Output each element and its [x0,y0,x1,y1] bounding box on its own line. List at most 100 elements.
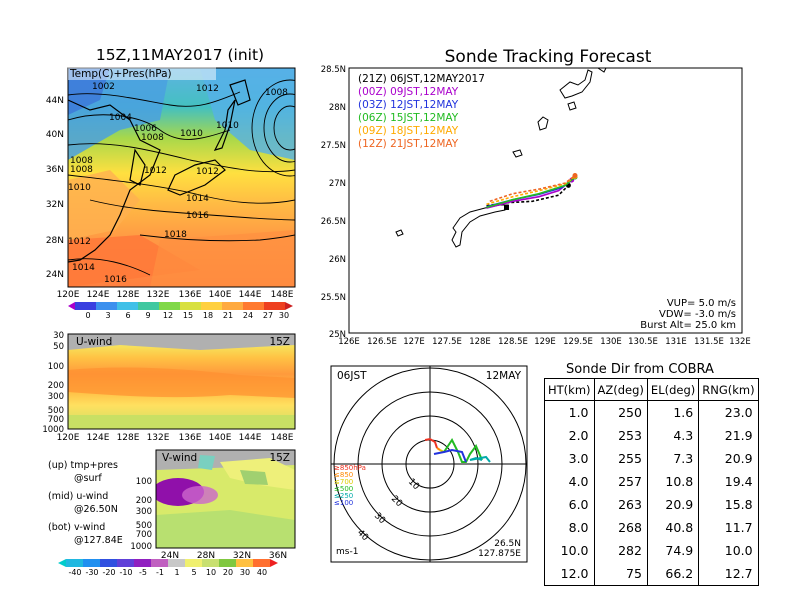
colorbar-tick: 24 [243,311,253,320]
cell-el: 4.3 [646,424,700,447]
cell-el: 7.3 [646,447,700,470]
note-mid: (mid) u-wind [48,491,108,502]
u-pressure-label: 700 [48,415,64,425]
u-wind-panel: U-wind 15Z 30 50 100 200 300 500 700 100… [42,331,296,443]
track-panel: 28.5N 28N 27.5N 27N 26.5N 26N 25.5N 25N … [321,65,751,347]
map-lat-40n: 40N [46,130,64,140]
cell-ht: 10.0 [544,539,595,562]
u-pressure-label: 500 [48,406,64,416]
isobar-label: 1002 [92,82,115,92]
level-legend-entry: ≤850 [334,471,353,479]
track-title: Sonde Tracking Forecast [445,47,652,67]
level-legend-entry: ≤250 [334,492,353,500]
map-lat-36n: 36N [46,165,64,175]
track-lon-label: 131.5E [694,337,724,347]
cell-az: 75 [593,562,648,586]
isobar-labels: 1002 1012 1008 1004 1006 1008 1010 1010 … [68,82,288,285]
wind-colorbar-tick: 10 [206,568,216,577]
cell-rng: 20.9 [698,447,759,470]
colorbar-tick: 21 [223,311,233,320]
track-lon-label: 129E [534,337,556,347]
isobar-label: 1012 [196,167,219,177]
u-lon-label: 136E [179,433,202,443]
hodograph-850-700 [436,447,441,451]
panel-notes: (up) tmp+pres @surf (mid) u-wind @26.50N… [48,460,123,546]
wind-colorbar-tick: -10 [119,568,132,577]
map-lon-label: 140E [209,290,232,300]
table-row: 4.0 257 10.8 19.4 [544,470,759,493]
polar-time-label: 06JST [337,370,367,382]
u-lon-label: 128E [117,433,140,443]
note-up: (up) tmp+pres [48,460,118,471]
map-lat-28n: 28N [46,236,64,246]
wind-colorbar-tick: 5 [191,568,196,577]
map-lon-label: 144E [239,290,262,300]
map-lon-label: 128E [117,290,140,300]
track-lat-label: 28.5N [321,65,346,75]
header-az: AZ(deg) [593,378,648,401]
polar-level-legend: ≥850hPa ≤850 ≤700 ≤500 ≤250 ≤100 [334,464,366,507]
isobar-label: 1010 [68,183,91,193]
colorbar-tick: 27 [263,311,273,320]
wind-colorbar-tick: 40 [257,568,267,577]
colorbar-tick: 30 [279,311,289,320]
u-lon-label: 120E [57,433,80,443]
u-wind-label: U-wind [76,336,112,348]
isobar-label: 1012 [144,166,167,176]
map-lon-label: 120E [57,290,80,300]
cell-el: 40.8 [646,516,700,539]
table-row: 2.0 253 4.3 21.9 [544,424,759,447]
colorbar-tick: 18 [203,311,213,320]
track-lat-label: 26N [329,255,346,265]
isobar-label: 1010 [180,129,203,139]
cell-ht: 8.0 [544,516,595,539]
track-lat-label: 25N [329,330,346,340]
cell-ht: 1.0 [544,400,595,424]
track-lat-label: 27.5N [321,141,346,151]
launch-site-marker [504,205,509,210]
cell-az: 253 [593,424,648,447]
level-legend-entry: ≤700 [334,478,353,486]
isobar-label: 1018 [164,230,187,240]
isobar-label: 1012 [68,237,91,247]
vdw-text: VDW= -3.0 m/s [659,309,736,320]
polar-site-lat: 26.5N [494,539,521,549]
level-legend-entry: ≤500 [334,485,353,493]
track-legend: (21Z) 06JST,12MAY2017 (00Z) 09JST,12MAY … [358,73,485,150]
isobar-label: 1004 [109,113,132,123]
map-lat-24n: 24N [46,270,64,280]
hodograph-sfc-850 [424,437,438,449]
u-pressure-label: 200 [48,381,64,391]
u-pressure-label: 100 [48,362,64,372]
wind-colorbar-tick: -5 [139,568,147,577]
legend-entry-09z: (09Z) 18JST,12MAY [358,125,459,137]
launch-params: VUP= 5.0 m/s VDW= -3.0 m/s Burst Alt= 25… [640,298,736,331]
wind-colorbar: -40 -30 -20 -10 -5 -1 1 5 10 20 30 40 [58,559,278,577]
v-pressure-label: 300 [136,507,152,517]
table-row: 3.0 255 7.3 20.9 [544,447,759,470]
note-up-sub: @surf [74,473,102,484]
map-lon-labels: 120E 124E 128E 132E 136E 140E 144E 148E [57,290,294,300]
burst-point [572,173,578,178]
cell-rng: 11.7 [698,516,759,539]
track-lat-label: 27N [329,179,346,189]
cell-az: 263 [593,493,648,516]
table-row: 10.0 282 74.9 10.0 [544,539,759,562]
legend-entry-06z: (06Z) 15JST,12MAY [358,112,459,124]
cell-az: 268 [593,516,648,539]
table-row: 1.0 250 1.6 23.0 [544,400,759,424]
cell-az: 250 [593,400,648,424]
map-lon-label: 136E [179,290,202,300]
isobar-label: 1006 [134,124,157,134]
u-pressure-label: 50 [53,342,64,352]
level-legend-entry: ≤100 [334,499,353,507]
u-pressure-label: 300 [48,392,64,402]
cell-rng: 19.4 [698,470,759,493]
isobar-label: 1008 [265,88,288,98]
burst-alt-text: Burst Alt= 25.0 km [640,320,736,331]
table-row: 8.0 268 40.8 11.7 [544,516,759,539]
v-lat-label: 28N [197,551,215,561]
cell-el: 74.9 [646,539,700,562]
map-lon-label: 124E [87,290,110,300]
table-row: 12.0 75 66.2 12.7 [544,562,759,586]
